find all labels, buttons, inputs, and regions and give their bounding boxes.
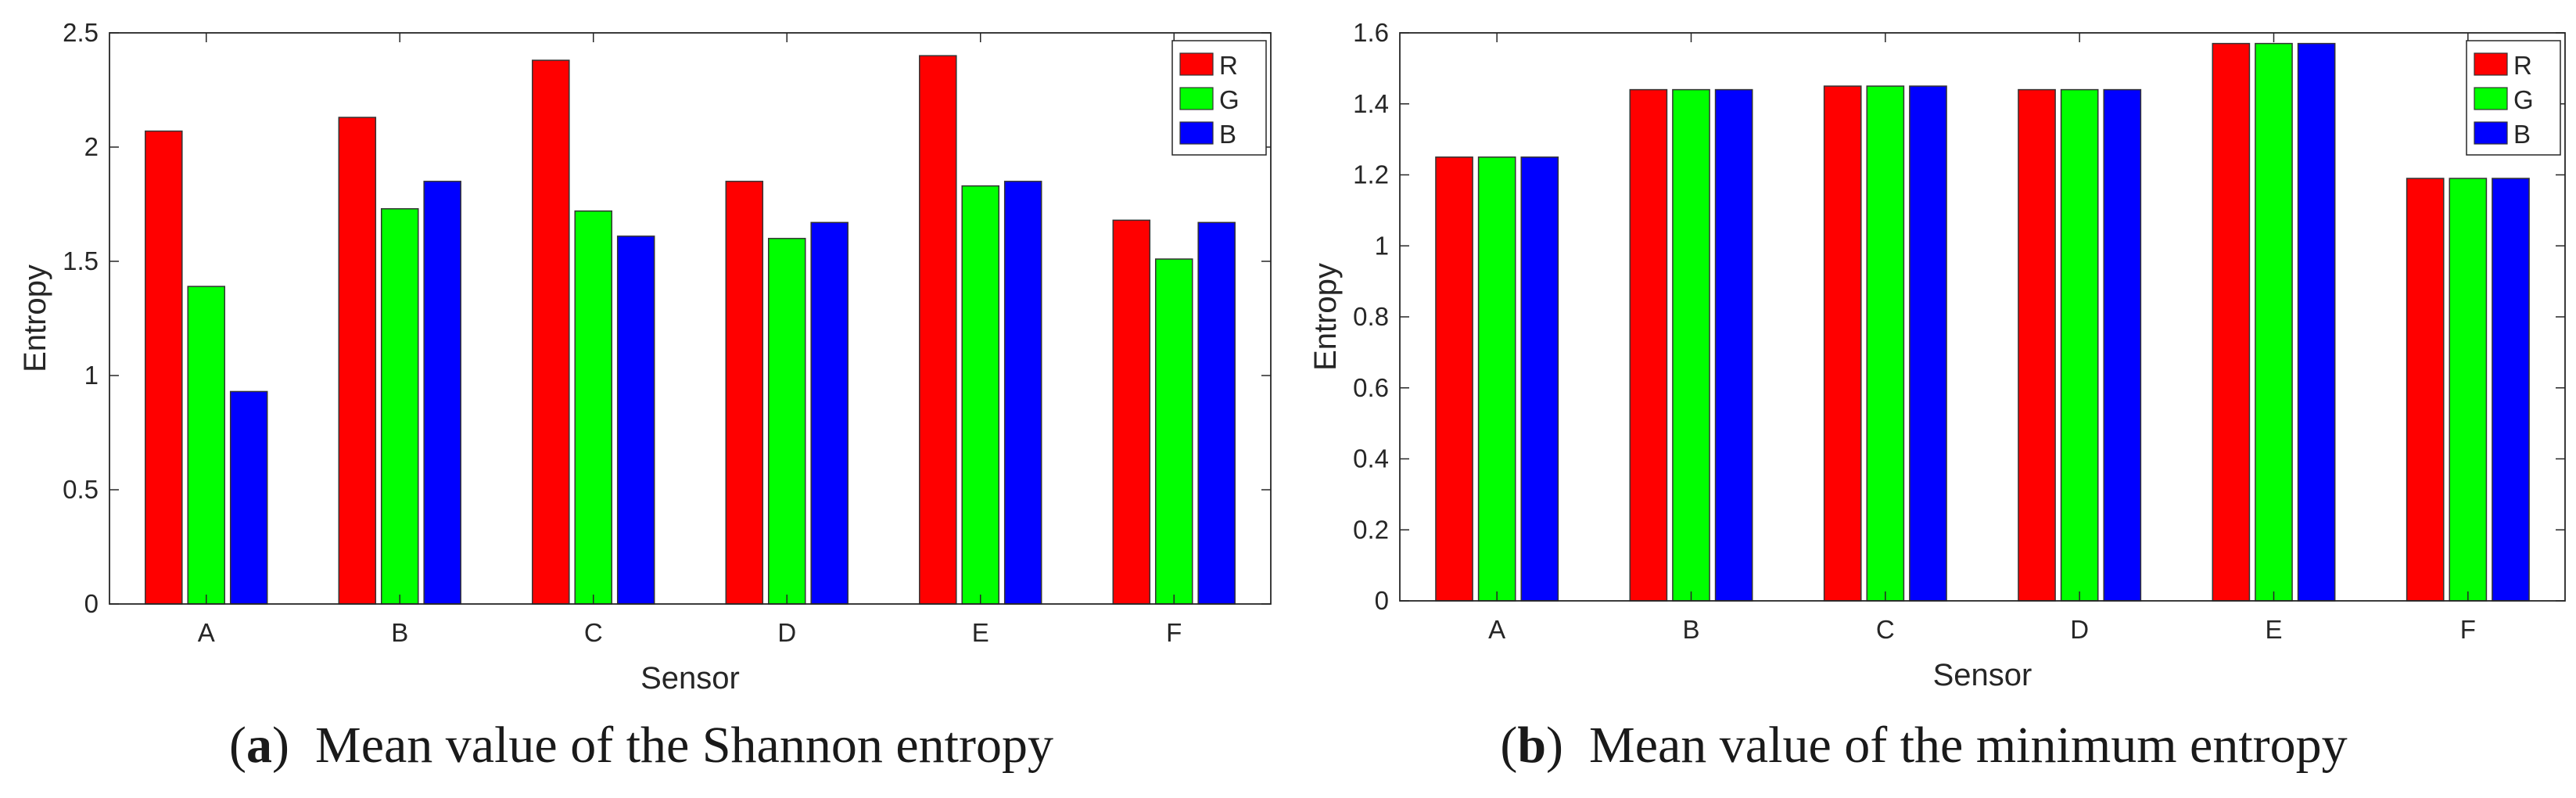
x-tick-label: C [1876,615,1895,644]
axes-box [109,32,1272,605]
axes-box [1399,32,2566,602]
legend-swatch-G [1179,87,1214,110]
x-tick-label: D [2070,615,2089,644]
legend-swatch-G [2474,87,2508,110]
bar-a-F-G [1154,258,1193,605]
bar-b-D-B [2103,88,2142,602]
x-tick-label: D [777,618,796,647]
bar-b-B-R [1629,88,1668,602]
legend-label-R: R [1219,51,1238,80]
bar-b-E-R [2212,42,2251,602]
bar-a-E-R [919,55,957,605]
bar-b-C-G [1866,85,1905,602]
bar-b-A-G [1477,156,1516,602]
y-tick-label: 0 [84,589,99,618]
chart-panel-a: A B C D E F 0 0.5 1 1.5 2 2.5 Sensor Entropy R G B [0,0,1283,704]
bar-b-D-R [2018,88,2056,602]
x-axis-title: Sensor [640,661,740,696]
x-axis-title: Sensor [1933,658,2032,692]
legend-swatch-B [1179,121,1214,145]
plot-area [1400,33,2565,601]
x-tick-label: C [584,618,603,647]
legend-label-B: B [2513,120,2531,149]
y-tick-label: 1.6 [1353,18,1389,47]
plot-area [109,33,1271,604]
legend-swatch-B [2474,121,2508,145]
y-tick-label: 1.4 [1353,89,1389,118]
caption-a-text: Mean value of the Shannon entropy [315,717,1053,774]
bar-a-A-R [145,130,183,605]
y-tick-label: 1 [1375,231,1389,260]
x-tick-label: B [1682,615,1699,644]
caption-b-label: b [1517,717,1547,774]
bar-b-F-G [2449,178,2488,602]
y-tick-label: 0.8 [1353,302,1389,331]
caption-a: (a) Mean value of the Shannon entropy [229,717,1053,774]
bar-b-D-G [2060,88,2099,602]
bar-a-C-R [532,59,570,605]
y-axis-title: Entropy [18,264,52,372]
bar-b-B-B [1714,88,1753,602]
bar-a-E-G [961,185,1000,605]
y-axis-title: Entropy [1308,263,1343,371]
chart-panel-b: A B C D E F 0 0.2 0.4 0.6 0.8 1 1.2 1.4 1.6 Sensor Entro… [1290,0,2576,704]
bar-b-F-R [2406,178,2445,602]
y-tick-label: 0.2 [1353,515,1389,544]
bar-a-B-G [380,208,419,605]
caption-a-label: a [246,717,273,774]
bar-a-B-R [338,117,377,605]
bar-b-A-B [1520,156,1559,602]
legend-swatch-R [2474,52,2508,76]
y-tick-label: 0.5 [63,475,99,504]
bar-a-E-B [1003,181,1042,605]
bar-a-D-G [767,238,806,605]
x-tick-label: E [972,618,989,647]
y-tick-label: 1 [84,361,99,390]
legend-swatch-R [1179,52,1214,76]
legend-label-G: G [1219,85,1240,114]
bar-a-D-B [810,221,849,605]
x-tick-label: A [198,618,215,647]
legend-label-R: R [2513,51,2532,80]
x-tick-label: F [1166,618,1182,647]
x-tick-label: A [1488,615,1505,644]
y-tick-label: 0.6 [1353,373,1389,402]
bar-a-C-B [616,235,655,605]
bar-b-B-G [1672,88,1710,602]
y-tick-label: 2.5 [63,18,99,47]
minimum-entropy-chart: A B C D E F 0 0.2 0.4 0.6 0.8 1 1.2 1.4 1.6 Sensor Entro… [1308,18,2566,692]
y-tick-label: 1.2 [1353,160,1389,189]
y-tick-label: 1.5 [63,246,99,275]
bar-a-C-G [574,210,613,605]
bar-a-F-R [1112,219,1151,605]
x-tick-label: B [391,618,408,647]
caption-b-text: Mean value of the minimum entropy [1589,717,2348,774]
caption-b: (b) Mean value of the minimum entropy [1500,717,2348,774]
bar-a-F-B [1197,221,1236,605]
x-tick-label: E [2265,615,2282,644]
x-tick-label: F [2460,615,2476,644]
legend-label-G: G [2513,85,2534,114]
bar-a-D-R [725,181,764,605]
bar-a-B-B [423,181,461,605]
y-tick-label: 2 [84,132,99,161]
y-tick-label: 0 [1375,586,1389,615]
bar-b-A-R [1435,156,1473,602]
y-tick-label: 0.4 [1353,444,1389,473]
bar-b-F-B [2492,178,2530,602]
bar-b-C-B [1909,85,1947,602]
bar-b-E-B [2297,42,2336,602]
bar-b-E-G [2255,42,2293,602]
bar-a-A-G [187,286,226,605]
legend-label-B: B [1219,120,1236,149]
bar-b-C-R [1823,85,1862,602]
bar-a-A-B [229,390,268,605]
